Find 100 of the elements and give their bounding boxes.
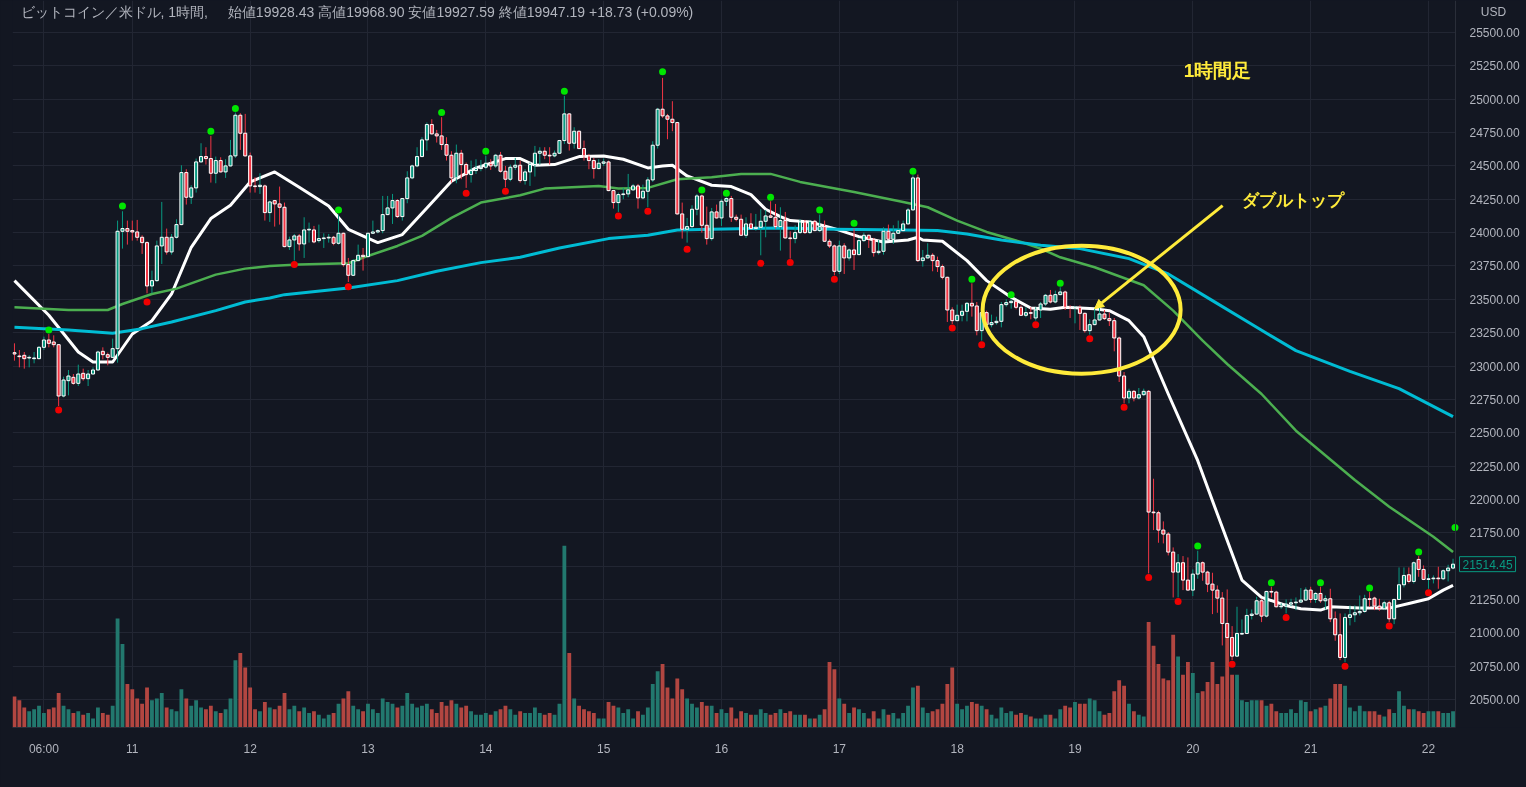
x-tick-label: 14 (479, 741, 493, 756)
bar (1382, 716, 1387, 728)
bar (984, 709, 989, 728)
bar (493, 711, 498, 728)
bar (159, 692, 164, 728)
bar (852, 707, 856, 728)
bar (974, 703, 979, 728)
y-tick-label: 22000.00 (1469, 492, 1520, 507)
bar (1303, 702, 1308, 728)
y-tick-label: 23500.00 (1469, 292, 1520, 307)
bar (1073, 702, 1077, 728)
bar (803, 714, 807, 728)
bar (1141, 716, 1146, 728)
bar (1279, 712, 1284, 728)
y-tick-label: 24750.00 (1469, 126, 1520, 141)
bar (1176, 656, 1181, 728)
candlestick (1072, 305, 1078, 324)
x-tick-label: 12 (243, 741, 258, 756)
bar (56, 692, 61, 728)
bar (267, 707, 272, 728)
bar (439, 702, 444, 728)
bar (86, 712, 91, 728)
y-tick-label: 24000.00 (1469, 226, 1520, 241)
y-tick-label: 23250.00 (1469, 326, 1520, 341)
bar (930, 711, 935, 728)
bar (704, 705, 709, 728)
bar (302, 707, 307, 728)
bar (208, 705, 213, 728)
y-tick-label: 21250.00 (1469, 592, 1520, 607)
bar (955, 703, 960, 728)
bar (459, 707, 464, 728)
bar (763, 712, 768, 728)
bar (562, 545, 567, 728)
bar (27, 711, 32, 728)
bar (1038, 718, 1043, 728)
bar (326, 714, 331, 728)
x-tick-label: 20 (1186, 741, 1200, 756)
bar (999, 707, 1004, 728)
bar (184, 698, 189, 728)
bar (351, 705, 356, 728)
bar (861, 712, 866, 728)
bar (1269, 703, 1274, 728)
bar (1441, 712, 1446, 728)
bar (601, 718, 606, 728)
bar (793, 714, 798, 728)
bar (1023, 714, 1028, 728)
bar (1063, 705, 1068, 728)
y-tick-label: 20500.00 (1469, 692, 1520, 707)
candlestick (1180, 555, 1186, 591)
y-tick-label: 25000.00 (1469, 92, 1520, 107)
bar (636, 711, 640, 728)
x-tick-label: 06:00 (28, 741, 60, 756)
bar (778, 709, 783, 728)
bar (508, 709, 513, 728)
y-tick-label: 24250.00 (1469, 192, 1520, 207)
bar (729, 707, 734, 728)
x-tick-label: 11 (126, 741, 139, 756)
bar (164, 707, 169, 728)
bar (807, 718, 812, 728)
bar (297, 711, 302, 728)
bar (837, 698, 842, 728)
bar (1308, 711, 1313, 728)
bar (179, 689, 184, 728)
bar (1411, 709, 1416, 728)
y-tick-label: 21000.00 (1469, 626, 1520, 641)
bar (1436, 711, 1441, 728)
bar (537, 712, 542, 728)
bar (1406, 709, 1411, 728)
y-tick-label: 23750.00 (1469, 259, 1520, 274)
x-tick-label: 16 (714, 741, 729, 756)
bar (218, 712, 223, 728)
candlestick (1234, 606, 1240, 658)
y-tick-label: 25500.00 (1469, 26, 1520, 41)
bar (1421, 712, 1426, 728)
annotation: 21514.45 (1462, 557, 1513, 572)
bar (1082, 703, 1087, 728)
bar (1028, 716, 1033, 728)
bar (1092, 700, 1097, 728)
bar (547, 712, 552, 728)
bar (591, 712, 596, 728)
bar (1146, 622, 1151, 728)
bar (709, 705, 714, 728)
x-tick-label: 22 (1421, 741, 1436, 756)
x-tick-label: 17 (832, 741, 847, 756)
y-tick-label: 24500.00 (1469, 159, 1520, 174)
bar (76, 711, 81, 728)
annotation: ダブルトップ (1241, 191, 1345, 211)
bar (577, 705, 582, 728)
x-tick-label: 13 (361, 741, 375, 756)
candlestick (635, 183, 641, 210)
bar (1323, 705, 1328, 728)
y-axis-title: USD (1480, 4, 1507, 19)
bar (287, 709, 292, 728)
bar (915, 685, 920, 728)
bar (518, 711, 523, 728)
bar (685, 698, 690, 728)
bar (125, 683, 130, 728)
x-tick-label: 18 (950, 741, 965, 756)
bar (81, 714, 86, 728)
bar (331, 712, 336, 728)
